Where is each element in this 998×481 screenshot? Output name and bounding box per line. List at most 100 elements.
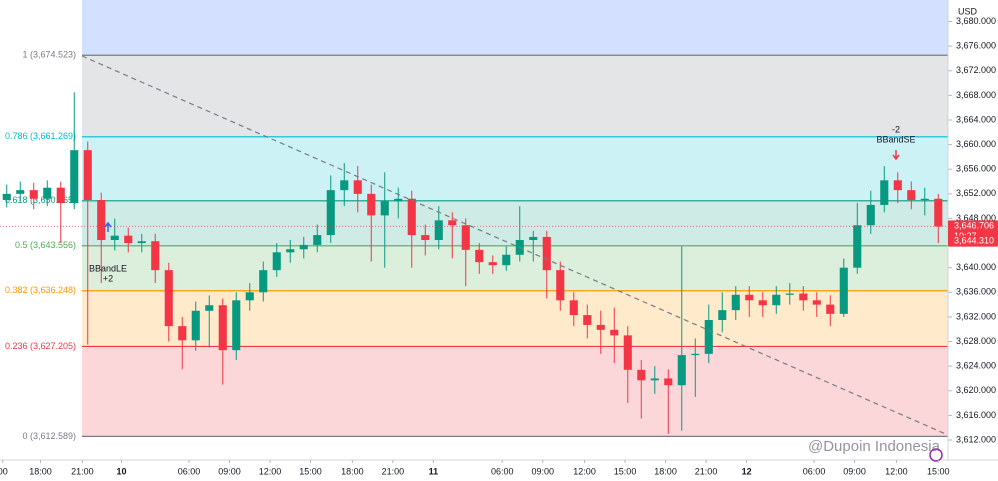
y-tick-label: 3,640.000 — [956, 262, 996, 272]
candle-body — [448, 220, 457, 226]
y-tick-label: 3,664.000 — [956, 114, 996, 124]
fib-band — [82, 200, 948, 246]
x-tick-label: 15:00 — [614, 466, 637, 476]
candle-body — [56, 187, 65, 204]
candle-body — [664, 378, 673, 386]
currency: USD — [958, 6, 978, 16]
x-tick-label: 06:00 — [803, 466, 826, 476]
candle-body — [461, 225, 470, 250]
x-tick-label: 18:00 — [341, 466, 364, 476]
candle-body — [110, 235, 119, 240]
price-tag — [948, 235, 998, 247]
candle-body — [731, 294, 740, 311]
candle-body — [124, 235, 133, 244]
x-tick-label: 12:00 — [573, 466, 596, 476]
candle-body — [70, 150, 79, 204]
x-tick-label: 12:00 — [259, 466, 282, 476]
candle-body — [502, 254, 511, 266]
candles — [2, 92, 943, 434]
candle-body — [353, 180, 362, 194]
candle-body — [29, 190, 38, 199]
fib-bands: 1 (3,674.523) 0.786 (3,661.269) 0.618 (3,6… — [5, 0, 948, 441]
signal-arrow — [892, 150, 900, 161]
x-tick-label: 09:00 — [531, 466, 554, 476]
y-tick-label: 3,652.000 — [956, 188, 996, 198]
x-tick-label: 18:00 — [29, 466, 52, 476]
candle-body — [16, 190, 25, 194]
fib-band — [82, 245, 948, 291]
candle-body — [2, 193, 11, 200]
candle-body — [677, 355, 686, 386]
candle-body — [610, 329, 619, 336]
x-tick-label: 10 — [116, 466, 126, 476]
fib-band — [82, 346, 948, 437]
candle-body — [272, 252, 281, 271]
x-tick-label: 09:00 — [218, 466, 241, 476]
candle-body — [259, 270, 268, 293]
candle-body — [839, 267, 848, 314]
signal-qty: -2 — [892, 124, 900, 134]
candle-body — [43, 187, 52, 199]
candle-body — [826, 304, 835, 314]
event-icon — [929, 448, 943, 462]
x-tick-label: 12 — [742, 466, 752, 476]
candle-body — [812, 300, 821, 305]
candle-body — [745, 294, 754, 301]
candle-body — [920, 198, 929, 200]
candle-body — [97, 200, 106, 240]
y-tick-label: 3,672.000 — [956, 65, 996, 75]
signal-long: BBandLE +2 — [89, 221, 127, 283]
x-tick-label: 06:00 — [491, 466, 514, 476]
fib-label: 0.5 (3,643.556) — [15, 240, 76, 250]
candle-body — [299, 244, 308, 250]
candle-body — [326, 190, 335, 236]
y-tick-label: 3,616.000 — [956, 410, 996, 420]
fib-label: 0.236 (3,627.205) — [5, 341, 76, 351]
candle-body — [866, 204, 875, 226]
x-tick-label: 09:00 — [843, 466, 866, 476]
candle-body — [164, 270, 173, 327]
candle-body — [934, 198, 943, 227]
x-tick-label: 21:00 — [71, 466, 94, 476]
candle-body — [691, 353, 700, 356]
price-tags: 3,646.70610:273,644.310 — [0, 220, 998, 247]
x-tick-label: 21:00 — [695, 466, 718, 476]
y-tick-label: 3,676.000 — [956, 41, 996, 51]
fib-label: 0.382 (3,636.248) — [5, 285, 76, 295]
candle-body — [556, 270, 565, 301]
y-tick-label: 3,668.000 — [956, 90, 996, 100]
candle-body — [407, 198, 416, 236]
candle-body — [245, 292, 254, 301]
x-tick-label: 12:00 — [885, 466, 908, 476]
candle-body — [799, 293, 808, 301]
candle-body — [853, 225, 862, 268]
candle-body — [313, 235, 322, 245]
y-tick-label: 3,660.000 — [956, 139, 996, 149]
x-tick-label: 15:00 — [299, 466, 322, 476]
candle-body — [83, 150, 92, 200]
candle-body — [650, 378, 659, 381]
fib-band-top — [82, 0, 948, 56]
y-tick-label: 3,624.000 — [956, 361, 996, 371]
time-axis: 00 18:00 21:00 10 06:00 09:00 12:00 15:00 18:00 2… — [0, 460, 950, 476]
candle-body — [596, 324, 605, 330]
y-tick-label: 3,648.000 — [956, 213, 996, 223]
fib-label: 0 (3,612.589) — [22, 431, 76, 441]
trend-line — [81, 55, 949, 436]
candle-body — [218, 305, 227, 351]
candle-body — [704, 320, 713, 354]
signal-label: BBandSE — [876, 134, 915, 144]
x-tick-label: 18:00 — [654, 466, 677, 476]
signal-qty: +2 — [103, 273, 113, 283]
price-tag-label: 3,644.310 — [954, 236, 994, 246]
candle-body — [880, 180, 889, 205]
y-tick-label: 3,628.000 — [956, 336, 996, 346]
y-tick-label: 3,632.000 — [956, 311, 996, 321]
x-tick-label: 21:00 — [382, 466, 405, 476]
watermark: @Dupoin Indonesia — [808, 438, 941, 455]
candle-body — [367, 193, 376, 216]
candle-body — [569, 300, 578, 316]
candle-body — [205, 305, 214, 311]
